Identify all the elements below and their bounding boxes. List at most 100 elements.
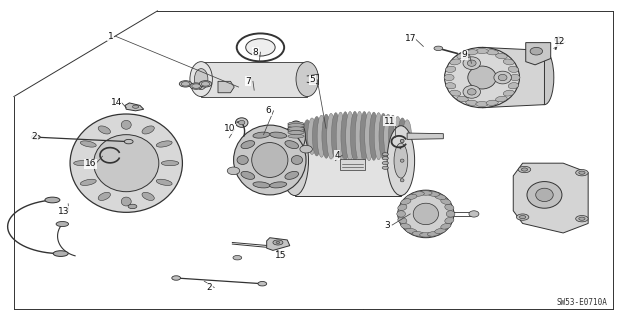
Ellipse shape	[253, 132, 270, 138]
Ellipse shape	[296, 62, 319, 97]
Circle shape	[576, 170, 588, 176]
Ellipse shape	[469, 211, 479, 217]
Ellipse shape	[199, 81, 212, 87]
Text: 2: 2	[206, 283, 212, 292]
Text: 8: 8	[253, 48, 258, 57]
Ellipse shape	[398, 204, 407, 211]
Ellipse shape	[241, 172, 255, 179]
Ellipse shape	[400, 179, 404, 182]
Ellipse shape	[387, 126, 414, 196]
Text: 5: 5	[309, 75, 315, 84]
Ellipse shape	[382, 157, 388, 160]
Ellipse shape	[412, 231, 424, 236]
Ellipse shape	[434, 46, 443, 51]
Ellipse shape	[179, 81, 192, 87]
Ellipse shape	[288, 129, 304, 133]
Ellipse shape	[503, 59, 514, 65]
Ellipse shape	[382, 161, 388, 164]
Ellipse shape	[446, 66, 456, 72]
Ellipse shape	[285, 172, 298, 179]
Polygon shape	[482, 47, 544, 108]
Ellipse shape	[80, 179, 97, 186]
Ellipse shape	[80, 141, 97, 147]
Ellipse shape	[486, 100, 498, 105]
Ellipse shape	[236, 118, 248, 127]
Ellipse shape	[190, 62, 213, 97]
Ellipse shape	[466, 100, 478, 105]
Ellipse shape	[142, 192, 154, 200]
Ellipse shape	[401, 223, 411, 229]
Ellipse shape	[98, 126, 110, 134]
Text: 9: 9	[461, 50, 468, 59]
Ellipse shape	[435, 228, 446, 234]
Polygon shape	[125, 103, 144, 111]
Ellipse shape	[527, 181, 562, 208]
Ellipse shape	[142, 126, 154, 134]
Circle shape	[172, 276, 181, 280]
Polygon shape	[295, 126, 401, 196]
Ellipse shape	[445, 217, 454, 223]
Ellipse shape	[441, 223, 451, 229]
Ellipse shape	[121, 120, 131, 129]
Ellipse shape	[322, 114, 330, 158]
Ellipse shape	[341, 112, 350, 161]
Ellipse shape	[121, 197, 131, 206]
Ellipse shape	[398, 190, 454, 238]
Text: 11: 11	[384, 117, 396, 126]
Circle shape	[276, 242, 280, 244]
Circle shape	[517, 214, 529, 220]
Ellipse shape	[70, 114, 182, 212]
Text: 7: 7	[245, 77, 251, 86]
Ellipse shape	[45, 197, 60, 203]
Ellipse shape	[419, 191, 432, 195]
Ellipse shape	[445, 47, 520, 108]
Ellipse shape	[400, 140, 404, 143]
Ellipse shape	[312, 116, 321, 156]
Ellipse shape	[300, 145, 312, 153]
Ellipse shape	[535, 50, 554, 105]
Ellipse shape	[156, 179, 172, 186]
Ellipse shape	[554, 37, 563, 42]
Ellipse shape	[303, 120, 312, 153]
Ellipse shape	[287, 121, 305, 151]
Ellipse shape	[400, 159, 404, 162]
Ellipse shape	[508, 83, 519, 89]
Text: 17: 17	[404, 34, 416, 43]
Ellipse shape	[227, 167, 240, 175]
Text: 15: 15	[275, 251, 287, 260]
Ellipse shape	[288, 134, 304, 138]
Ellipse shape	[156, 141, 172, 147]
Circle shape	[522, 168, 527, 171]
Ellipse shape	[128, 204, 137, 209]
Ellipse shape	[486, 50, 498, 55]
Text: 14: 14	[110, 98, 122, 107]
Text: 12: 12	[554, 37, 566, 46]
Ellipse shape	[445, 204, 454, 211]
Ellipse shape	[56, 221, 68, 227]
Text: 16: 16	[85, 159, 97, 168]
Ellipse shape	[181, 82, 190, 86]
Ellipse shape	[93, 135, 159, 192]
Polygon shape	[407, 133, 443, 140]
Ellipse shape	[412, 192, 424, 196]
Ellipse shape	[53, 251, 68, 256]
Ellipse shape	[394, 143, 408, 178]
Ellipse shape	[288, 122, 304, 126]
Ellipse shape	[288, 125, 304, 129]
Ellipse shape	[495, 53, 507, 59]
Ellipse shape	[285, 141, 298, 148]
Circle shape	[579, 171, 585, 174]
Ellipse shape	[467, 60, 476, 66]
Ellipse shape	[467, 89, 476, 95]
Ellipse shape	[457, 96, 468, 102]
Circle shape	[233, 255, 242, 260]
Text: 3: 3	[384, 220, 390, 229]
Circle shape	[258, 282, 266, 286]
Ellipse shape	[401, 199, 411, 204]
Ellipse shape	[237, 156, 248, 164]
Ellipse shape	[350, 111, 359, 161]
Circle shape	[520, 215, 525, 219]
Ellipse shape	[327, 113, 335, 159]
Text: 6: 6	[266, 106, 271, 115]
Circle shape	[576, 215, 588, 222]
